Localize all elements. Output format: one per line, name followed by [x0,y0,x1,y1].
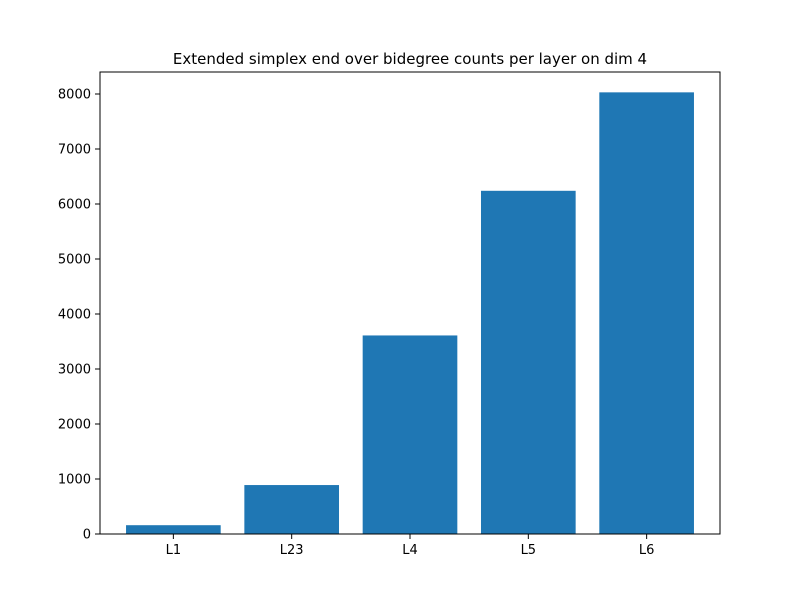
y-tick-label: 3000 [58,363,91,378]
bar-l1 [126,525,221,534]
y-tick-label: 1000 [58,473,91,488]
chart-title: Extended simplex end over bidegree count… [173,50,647,68]
y-tick-label: 0 [83,528,91,543]
x-axis: L1 L23 L4 L5 L6 [166,534,655,558]
x-tick-label: L4 [402,543,418,558]
bar-l5 [480,190,576,535]
y-tick-label: 4000 [58,308,91,323]
bar-l4 [362,335,458,534]
x-tick-label: L6 [639,543,655,558]
y-tick-label: 6000 [58,198,91,213]
y-tick-label: 7000 [58,143,91,158]
bars-group [126,92,694,535]
y-tick-label: 5000 [58,253,91,268]
y-axis: 0 1000 2000 3000 4000 5000 6000 7000 8000 [58,88,100,543]
plot-frame [99,71,721,535]
x-tick-label: L5 [521,543,537,558]
bar-l6 [599,92,694,534]
y-tick-label: 2000 [58,418,91,433]
y-tick-label: 8000 [58,88,91,103]
x-tick-label: L23 [280,543,304,558]
x-tick-label: L1 [166,543,182,558]
bar-l23 [244,485,340,534]
